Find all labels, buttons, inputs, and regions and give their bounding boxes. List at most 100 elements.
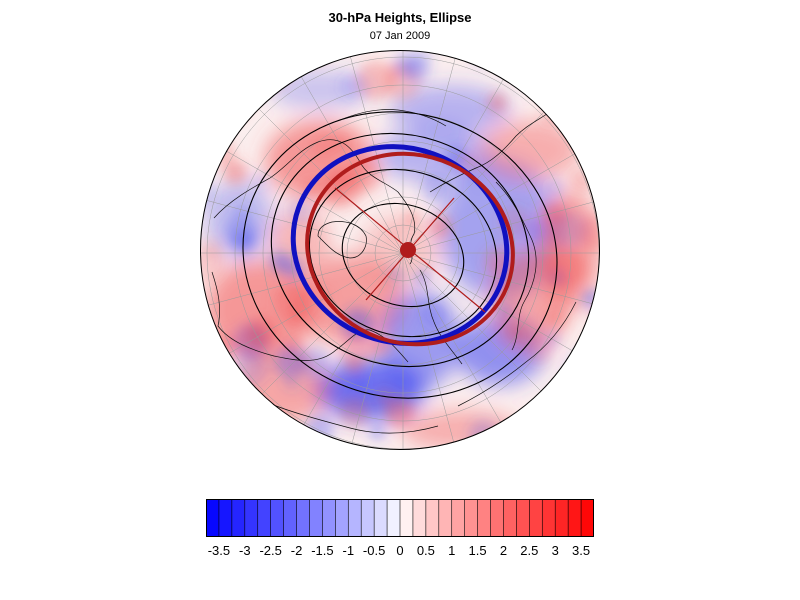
colorbar-bin [490,499,505,537]
climatology-ellipse [290,144,510,346]
meridian-line [402,252,600,321]
meridian-line [200,185,404,254]
ellipse-center-marker [400,242,416,258]
anomaly-speckle [283,373,301,391]
anomaly-speckle [551,211,588,249]
meridian-line [402,185,600,254]
anomaly-speckle [369,423,387,441]
anomaly-speckle [224,57,248,81]
colorbar-tick-label: 1 [448,543,456,558]
anomaly-speckle [569,402,600,439]
colorbar-bin [309,499,324,537]
colorbar-bin [412,499,427,537]
anomaly-speckle [273,282,311,320]
anomaly-speckle [223,95,247,118]
colorbar-tick-label: 3.5 [572,543,591,558]
colorbar-bin [516,499,530,537]
anomaly-speckle [269,250,291,272]
meridian-line [335,252,404,450]
colorbar-bin [451,499,466,537]
anomaly-speckle [469,420,499,450]
globe-outline [200,50,600,450]
colorbar-bin [206,499,220,537]
colorbar-bin [477,499,492,537]
colorbar-bin [541,499,556,537]
colorbar [206,499,594,537]
colorbar-bin [360,499,375,537]
colorbar-bin [373,499,388,537]
colorbar-bin [580,499,594,537]
colorbar-tick-label: -1 [342,543,355,558]
colorbar-frame [206,499,594,537]
colorbar-bin [322,499,336,537]
colorbar-tick-label: -2 [290,543,303,558]
height-contours [242,111,558,399]
colorbar-tick-label: -1.5 [311,543,334,558]
colorbar-bin [335,499,349,537]
colorbar-bin [347,499,362,537]
meridian-line [200,252,404,321]
colorbar-tick-label: -3.5 [207,543,231,558]
map-title: 30-hPa Heights, Ellipse [328,10,472,25]
anomaly-speckle [403,210,419,227]
anomaly-speckle [421,301,448,328]
colorbar-tick-label: 2.5 [520,543,539,558]
colorbar-tick-label: 1.5 [468,543,487,558]
anomaly-speckle [525,336,554,365]
anomaly-speckle [338,396,371,429]
height-contour [270,132,530,368]
height-contour [308,168,498,338]
colorbar-tick-label: 0.5 [416,543,435,558]
colorbar-bin [503,499,518,537]
colorbar-bin [529,499,543,537]
anomaly-speckle [384,397,415,429]
height-contour [242,111,558,399]
anomaly-speckle [487,92,508,113]
anomaly-speckle [578,214,600,251]
anomaly-speckle [566,74,589,97]
colorbar-bin [425,499,440,537]
anomaly-speckle [545,178,565,198]
anomaly-speckle [349,373,367,391]
meridian-line [402,50,471,254]
colorbar-bin [218,499,233,537]
anomaly-speckle [339,333,374,368]
negative-anomaly-region [390,85,510,135]
anomaly-speckle [224,68,242,86]
anomaly-speckle [546,248,586,288]
colorbar-bin [567,499,582,537]
anomaly-speckle [473,50,493,65]
colorbar-bin [283,499,298,537]
meridian-line [402,252,471,450]
anomaly-speckle [211,334,237,359]
colorbar-bin [554,499,569,537]
meridian-line [335,50,404,254]
anomaly-speckle [403,58,429,84]
colorbar-tick-label: 3 [551,543,559,558]
colorbar-tick-label: 0 [396,543,404,558]
anomaly-speckle [543,110,556,123]
analysis-ellipse [305,151,515,347]
anomaly-speckle [251,50,290,90]
colorbar-tick-label: -3 [239,543,251,558]
anomaly-speckle [498,205,531,238]
anomaly-speckle [200,236,224,262]
anomaly-speckle [310,133,337,161]
anomaly-speckle [566,359,591,383]
anomaly-speckle [251,50,281,66]
anomaly-speckle [345,357,362,375]
anomaly-speckle [356,60,396,100]
positive-anomaly-region [480,120,580,180]
graticule [200,50,600,450]
colorbar-tick-label: 2 [499,543,508,558]
coastlines [211,109,577,434]
colorbar-tick-label: -2.5 [259,543,282,558]
colorbar-bin [231,499,246,537]
positive-anomaly-region [400,410,520,450]
anomaly-speckle [301,50,326,63]
polar-map [200,50,600,450]
anomaly-speckle [223,160,248,185]
anomaly-speckle [545,307,568,330]
anomaly-speckle [224,214,258,248]
anomaly-speckle [338,72,366,100]
